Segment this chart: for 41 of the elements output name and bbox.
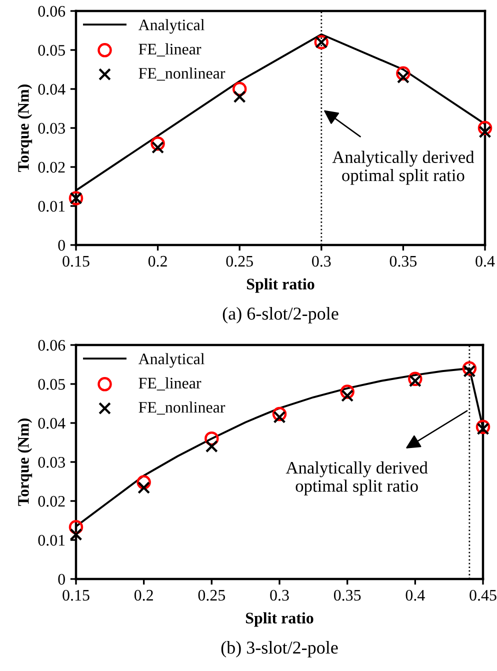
x-tick-label: 0.2 — [134, 590, 153, 601]
x-axis-title: Split ratio — [246, 612, 314, 627]
y-tick-label: 0.02 — [38, 162, 65, 173]
x-tick-label: 0.25 — [198, 590, 226, 601]
legend-label: FE_linear — [138, 377, 202, 390]
y-tick-label: 0 — [58, 240, 65, 251]
y-tick-label: 0.06 — [38, 6, 66, 17]
annotation: Analytically derived optimal split ratio — [286, 461, 428, 496]
x-tick-label: 0.25 — [226, 256, 253, 267]
y-tick-label: 0.03 — [38, 456, 65, 468]
legend-label: FE_linear — [138, 43, 202, 56]
legend-label: Analytical — [138, 19, 204, 34]
y-tick-label: 0.05 — [38, 378, 65, 390]
y-tick-label: 0.01 — [38, 534, 65, 546]
x-axis-title: Split ratio — [246, 278, 314, 293]
x-tick-label: 0.35 — [334, 590, 361, 601]
x-tick-label: 0.45 — [470, 590, 496, 601]
x-tick-label: 0.4 — [406, 590, 425, 601]
x-tick-label: 0.2 — [148, 256, 167, 267]
y-tick-label: 0.04 — [38, 418, 66, 429]
y-tick-label: 0.03 — [38, 122, 65, 134]
legend-label: FE_nonlinear — [138, 401, 226, 415]
x-tick-label: 0.3 — [312, 256, 331, 267]
y-tick-label: 0.01 — [38, 200, 65, 212]
y-axis-title: Torque (Nm) — [18, 84, 32, 172]
y-tick-label: 0.04 — [38, 84, 66, 95]
y-axis-title: Torque (Nm) — [18, 418, 32, 506]
legend-label: FE_nonlinear — [138, 67, 226, 81]
y-tick-label: 0.06 — [38, 340, 66, 351]
text: (b) 3-slot/2-pole — [221, 641, 338, 658]
x-tick-label: 0.15 — [62, 590, 90, 601]
annotation: Analytically derived optimal split ratio — [332, 150, 474, 185]
legend-label: Analytical — [138, 353, 204, 368]
x-tick-label: 0.35 — [390, 256, 417, 267]
x-tick-label: 0.3 — [270, 590, 289, 601]
y-tick-label: 0.02 — [38, 496, 65, 507]
y-tick-label: 0.05 — [38, 44, 65, 56]
y-tick-label: 0 — [58, 574, 65, 585]
x-tick-label: 0.4 — [476, 256, 495, 267]
x-tick-label: 0.15 — [62, 256, 90, 267]
text: (a) 6-slot/2-pole — [222, 307, 338, 324]
